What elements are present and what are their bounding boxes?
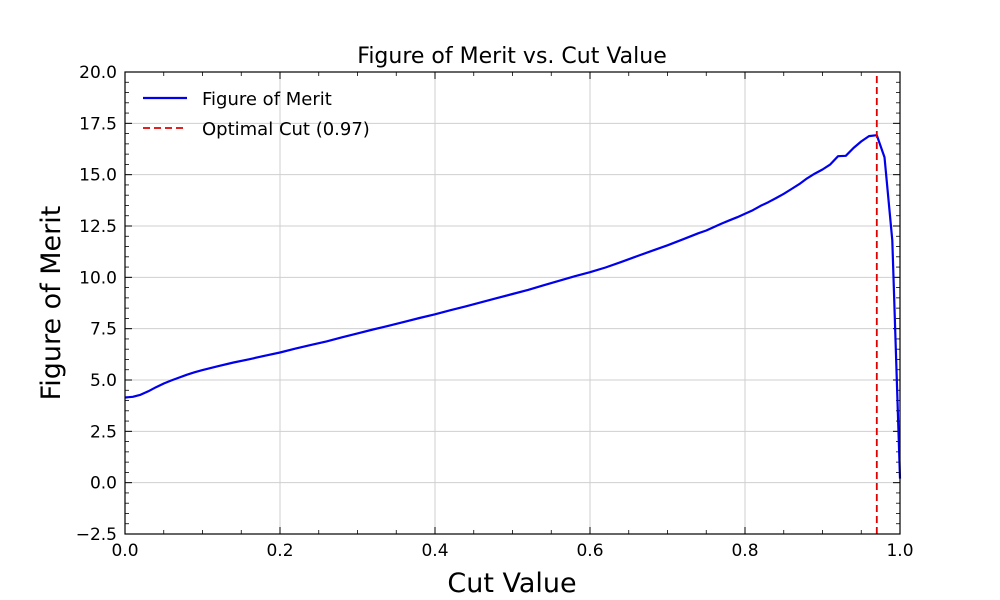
x-tick-label: 0.4 [421, 541, 448, 561]
chart-title: Figure of Merit vs. Cut Value [357, 44, 666, 69]
y-tick-label: 0.0 [90, 474, 117, 494]
legend-label-figure-of-merit: Figure of Merit [202, 89, 332, 110]
x-tick-label: 0.2 [266, 541, 293, 561]
x-axis-label: Cut Value [447, 568, 576, 599]
y-tick-label: 2.5 [90, 422, 117, 442]
y-tick-label: 15.0 [79, 166, 117, 186]
y-tick-label: 7.5 [90, 320, 117, 340]
legend: Figure of Merit Optimal Cut (0.97) [143, 89, 370, 140]
legend-label-optimal-cut: Optimal Cut (0.97) [202, 119, 370, 140]
x-tick-label: 0.6 [576, 541, 603, 561]
y-tick-label: 20.0 [79, 63, 117, 83]
y-tick-label: −2.5 [76, 525, 117, 545]
y-tick-label: 12.5 [79, 217, 117, 237]
axis-ticks [124, 71, 901, 535]
x-tick-label: 0.0 [111, 541, 138, 561]
x-tick-label: 1.0 [886, 541, 913, 561]
series-layer [124, 72, 902, 534]
plot-frame [124, 71, 901, 535]
x-tick-label: 0.8 [731, 541, 758, 561]
y-tick-label: 5.0 [90, 371, 117, 391]
y-tick-label: 17.5 [79, 114, 117, 134]
y-axis-label: Figure of Merit [36, 206, 67, 401]
tick-labels: 0.0 0.2 0.4 0.6 0.8 1.0−2.50.02.55.07.510.012… [76, 63, 914, 561]
grid-lines [124, 71, 901, 535]
figure-of-merit-line [124, 134, 902, 479]
y-tick-label: 10.0 [79, 268, 117, 288]
